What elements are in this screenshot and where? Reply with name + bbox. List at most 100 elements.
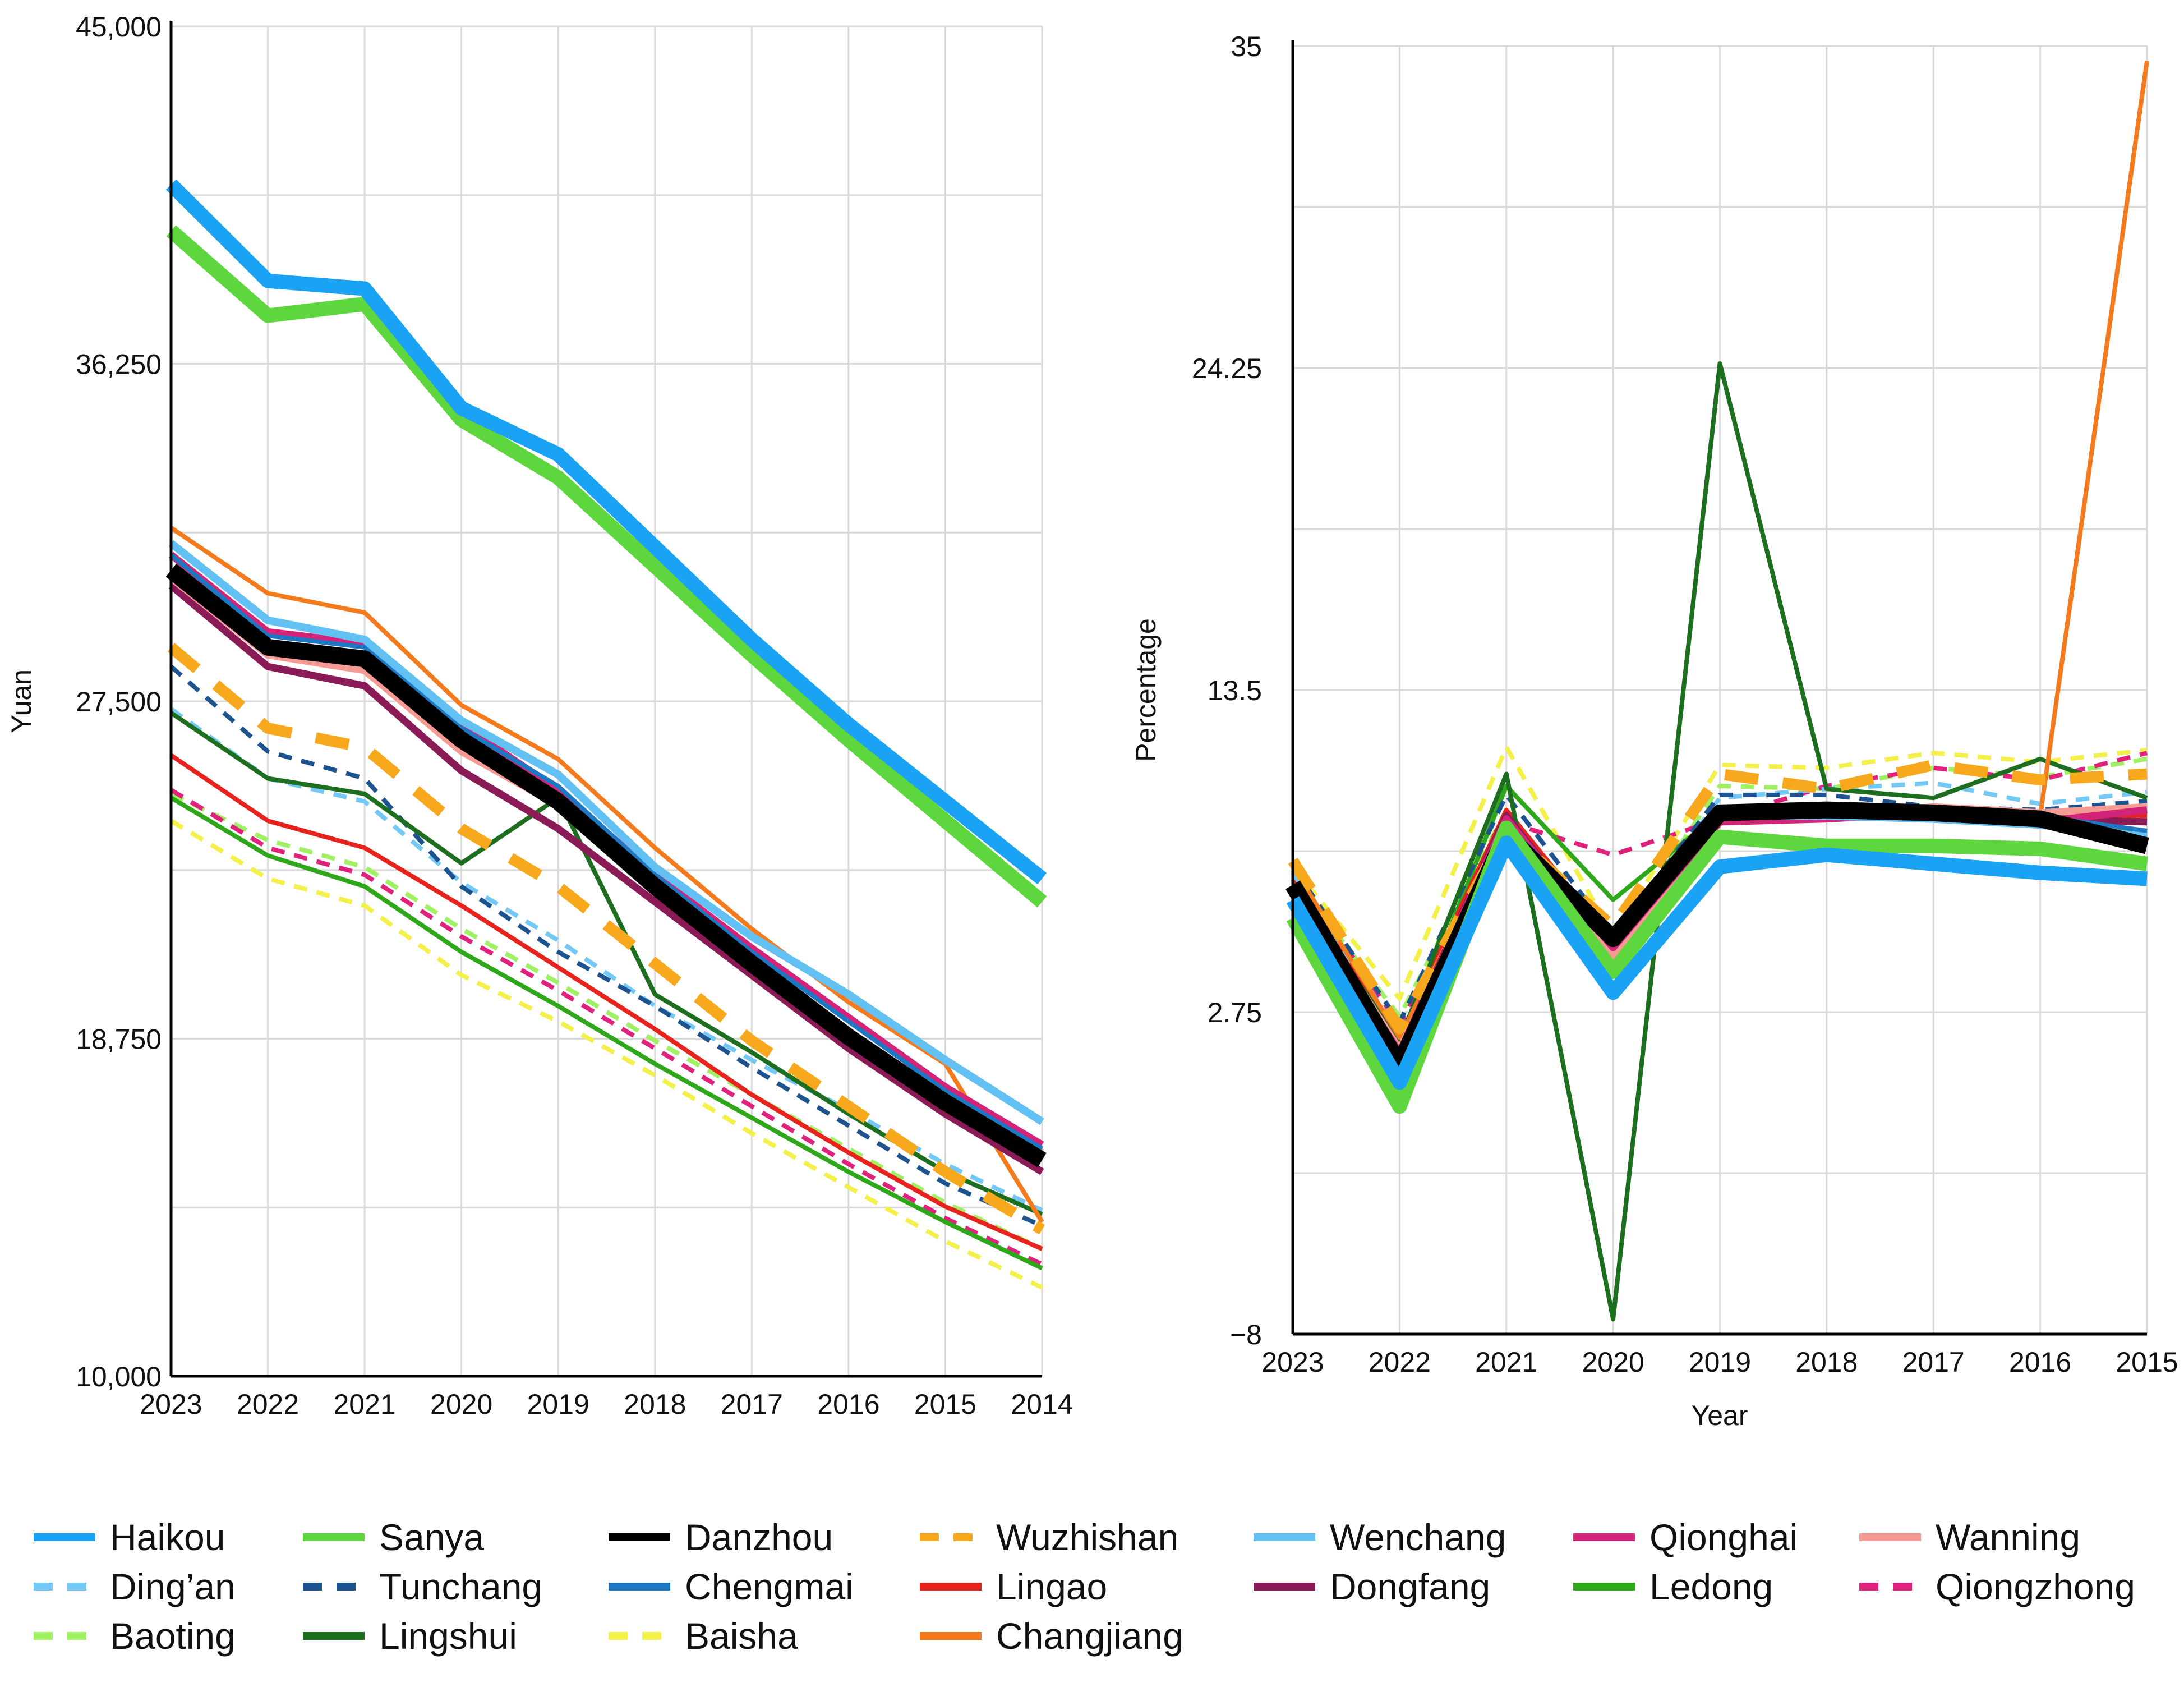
x-tick-label: 2014: [1011, 1389, 1073, 1420]
legend-label: Wanning: [1936, 1516, 2081, 1558]
legend-label: Dongfang: [1330, 1566, 1491, 1607]
y-tick-label: 18,750: [76, 1024, 162, 1055]
legend-swatch: [34, 1533, 95, 1541]
x-tick-label: 2017: [721, 1389, 783, 1420]
x-tick-label: 2023: [1261, 1346, 1324, 1378]
percentage-chart: −8 2.75 13.5 24.25 35 2023 2022 2021 2020 2019 201…: [1130, 31, 2178, 1431]
x-tick-label: 2021: [333, 1389, 395, 1420]
y-tick-label: 36,250: [76, 349, 162, 380]
legend-label: Ding’an: [110, 1566, 236, 1607]
y-tick-label: 10,000: [76, 1361, 162, 1392]
legend-swatch: [303, 1583, 365, 1591]
x-axis-title: Year: [1691, 1400, 1748, 1431]
series-line-wuzhishan: [167, 643, 1045, 1235]
x-tick-label: 2015: [914, 1389, 976, 1420]
series-line-sanya: [166, 225, 1047, 908]
legend-label: Baisha: [685, 1615, 798, 1657]
legend-swatch: [920, 1583, 982, 1591]
legend-swatch: [609, 1583, 670, 1591]
legend: Haikou Sanya Danzhou Wuzhishan Wenchang Qiong…: [34, 1515, 2165, 1683]
legend-label: Lingshui: [379, 1615, 517, 1657]
series-line-chengmai: [169, 553, 1044, 1151]
legend-swatch: [1573, 1533, 1635, 1541]
y-tick-label: 35: [1231, 31, 1262, 62]
series-line-dongfang: [168, 582, 1044, 1175]
series-line-baoting: [170, 792, 1043, 1251]
legend-item-lingao: Lingao: [920, 1564, 1107, 1609]
series-line-baisha: [1291, 744, 2148, 1001]
legend-item-haikou: Haikou: [34, 1515, 225, 1560]
legend-label: Sanya: [379, 1516, 485, 1558]
legend-swatch: [1859, 1583, 1921, 1591]
legend-item-ding-an: Ding’an: [34, 1564, 236, 1609]
x-tick-label: 2016: [2009, 1346, 2071, 1378]
legend-swatch: [1254, 1533, 1315, 1541]
x-tick-label: 2015: [2116, 1346, 2178, 1378]
legend-label: Lingao: [996, 1566, 1108, 1607]
legend-label: Qionghai: [1649, 1516, 1798, 1558]
series-line-qiongzhong: [169, 788, 1043, 1267]
x-tick-label: 2017: [1902, 1346, 1965, 1378]
legend-swatch: [609, 1632, 670, 1640]
series-line-haikou: [1286, 835, 2148, 1090]
x-tick-label: 2022: [1369, 1346, 1431, 1378]
legend-label: Haikou: [110, 1516, 225, 1558]
series-line-lingshui: [1291, 361, 2148, 1322]
legend-item-ledong: Ledong: [1573, 1564, 1773, 1609]
legend-swatch: [609, 1533, 670, 1541]
legend-item-baoting: Baoting: [34, 1614, 236, 1658]
legend-label: Wuzhishan: [996, 1516, 1179, 1558]
x-tick-label: 2022: [237, 1389, 299, 1420]
yuan-chart: 10,000 18,750 27,500 36,250 45,000 2023 2022 20…: [6, 11, 1073, 1420]
legend-swatch: [920, 1632, 982, 1640]
legend-item-lingshui: Lingshui: [303, 1614, 517, 1658]
y-axis-title: Yuan: [6, 669, 37, 733]
legend-swatch: [920, 1533, 982, 1541]
legend-item-chengmai: Chengmai: [609, 1564, 854, 1609]
series-line-changjiang: [169, 526, 1044, 1224]
x-tick-label: 2020: [1582, 1346, 1644, 1378]
series-line-danzhou: [165, 563, 1047, 1167]
y-tick-label: 27,500: [76, 686, 162, 718]
legend-item-wanning: Wanning: [1859, 1515, 2080, 1560]
series-line-baisha: [169, 819, 1043, 1290]
x-tick-label: 2023: [140, 1389, 202, 1420]
legend-label: Qiongzhong: [1936, 1566, 2135, 1607]
series-line-ledong: [169, 796, 1043, 1271]
legend-item-sanya: Sanya: [303, 1515, 484, 1560]
legend-label: Baoting: [110, 1615, 236, 1657]
legend-label: Changjiang: [996, 1615, 1183, 1657]
y-tick-label: 45,000: [76, 11, 162, 43]
y-axis-title: Percentage: [1130, 618, 1162, 762]
figure: 10,000 18,750 27,500 36,250 45,000 2023 2022 20…: [6, 11, 2178, 1431]
x-tick-label: 2018: [624, 1389, 686, 1420]
y-tick-label: 13.5: [1208, 675, 1262, 706]
legend-label: Chengmai: [685, 1566, 854, 1607]
legend-item-danzhou: Danzhou: [609, 1515, 833, 1560]
legend-swatch: [1859, 1533, 1921, 1541]
x-tick-label: 2021: [1475, 1346, 1537, 1378]
x-tick-label: 2016: [817, 1389, 879, 1420]
x-tick-label: 2020: [430, 1389, 492, 1420]
legend-item-qiongzhong: Qiongzhong: [1859, 1564, 2135, 1609]
y-tick-label: 24.25: [1192, 353, 1262, 384]
legend-item-wenchang: Wenchang: [1254, 1515, 1506, 1560]
series-line-tunchang: [169, 665, 1043, 1228]
legend-item-tunchang: Tunchang: [303, 1564, 542, 1609]
x-tick-label: 2019: [1689, 1346, 1751, 1378]
y-tick-label: 2.75: [1208, 997, 1262, 1028]
legend-swatch: [1573, 1583, 1635, 1591]
legend-item-baisha: Baisha: [609, 1614, 798, 1658]
legend-label: Danzhou: [685, 1516, 833, 1558]
series-line-haikou: [165, 179, 1047, 885]
x-tick-label: 2018: [1795, 1346, 1858, 1378]
legend-swatch: [34, 1632, 95, 1640]
legend-label: Wenchang: [1330, 1516, 1506, 1558]
legend-swatch: [303, 1632, 365, 1640]
series-line-lingao: [169, 753, 1043, 1251]
legend-item-dongfang: Dongfang: [1254, 1564, 1490, 1609]
y-tick-label: −8: [1230, 1319, 1262, 1350]
series-line-wenchang: [168, 540, 1044, 1125]
x-tick-label: 2019: [527, 1389, 589, 1420]
legend-item-qionghai: Qionghai: [1573, 1515, 1798, 1560]
